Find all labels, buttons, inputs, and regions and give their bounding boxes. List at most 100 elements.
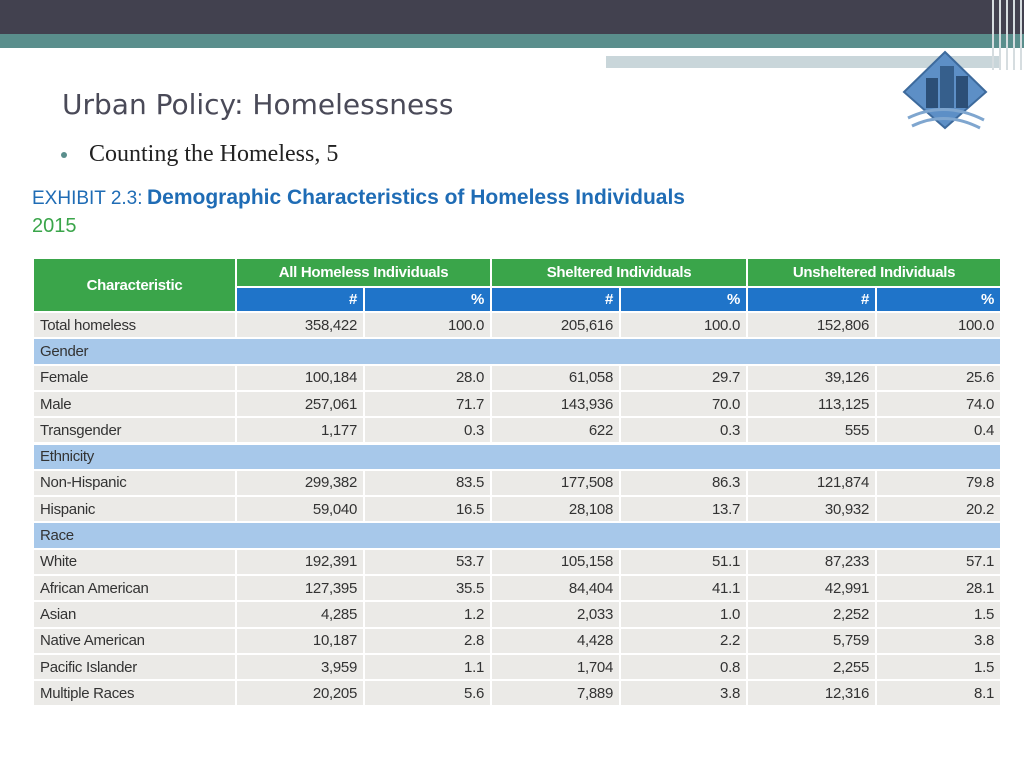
table-cell: 2.2 [621,628,746,653]
table-cell: 257,061 [237,391,363,417]
table-cell: 2,033 [492,602,619,627]
table-cell: 1.5 [877,654,1000,680]
subheader: # [492,288,619,311]
subheader: % [365,288,490,311]
bullet-dot [61,152,67,158]
table-cell: 20.2 [877,497,1000,522]
table-cell: 2.8 [365,628,490,653]
table-cell: 3.8 [621,681,746,706]
table-cell: 84,404 [492,576,619,601]
accent-line [606,56,1000,68]
row-label: Pacific Islander [34,654,235,680]
corner-lines [992,0,1022,70]
subheader: % [877,288,1000,311]
table-cell: 205,616 [492,313,619,338]
table-cell: 10,187 [237,628,363,653]
table-cell: 59,040 [237,497,363,522]
table-cell: 0.4 [877,418,1000,443]
row-label: Multiple Races [34,681,235,706]
table-cell: 8.1 [877,681,1000,706]
table-cell: 3,959 [237,654,363,680]
table-cell: 113,125 [748,391,875,417]
table-cell: 1.5 [877,602,1000,627]
table-cell: 127,395 [237,576,363,601]
table-cell: 86.3 [621,470,746,496]
row-label: Transgender [34,418,235,443]
table-cell: 100,184 [237,365,363,390]
bullet-text: Counting the Homeless, 5 [89,141,339,167]
row-label: Asian [34,602,235,627]
table-cell: 71.7 [365,391,490,417]
group-header: Unsheltered Individuals [748,259,1000,286]
table-cell: 25.6 [877,365,1000,390]
exhibit-title: Demographic Characteristics of Homeless … [146,186,685,209]
subheader: # [748,288,875,311]
table-cell: 13.7 [621,497,746,522]
table-cell: 53.7 [365,549,490,574]
exhibit-year: 2015 [32,215,77,237]
header-cell: Characteristic [34,259,235,311]
table-cell: 1.0 [621,602,746,627]
table-cell: 42,991 [748,576,875,601]
row-label: Native American [34,628,235,653]
exhibit-heading: EXHIBIT 2.3: Demographic Characteristics… [32,186,685,210]
table-cell: 1,177 [237,418,363,443]
table-cell: 28,108 [492,497,619,522]
group-header: Sheltered Individuals [492,259,746,286]
table-cell: 143,936 [492,391,619,417]
section-row: Gender [34,339,1000,364]
table-cell: 70.0 [621,391,746,417]
table-cell: 74.0 [877,391,1000,417]
table-cell: 3.8 [877,628,1000,653]
table-cell: 100.0 [877,313,1000,338]
table-cell: 358,422 [237,313,363,338]
row-label: African American [34,576,235,601]
table-cell: 4,285 [237,602,363,627]
accent-strip [0,34,1024,48]
table-cell: 299,382 [237,470,363,496]
table-cell: 2,255 [748,654,875,680]
table-cell: 28.0 [365,365,490,390]
table-cell: 5,759 [748,628,875,653]
subheader: # [237,288,363,311]
table-cell: 1.2 [365,602,490,627]
table-cell: 28.1 [877,576,1000,601]
table-cell: 622 [492,418,619,443]
subheader: % [621,288,746,311]
table-cell: 4,428 [492,628,619,653]
table-cell: 51.1 [621,549,746,574]
table-cell: 5.6 [365,681,490,706]
row-label: Male [34,391,235,417]
table-cell: 16.5 [365,497,490,522]
row-label: Non-Hispanic [34,470,235,496]
table-cell: 192,391 [237,549,363,574]
table-cell: 555 [748,418,875,443]
table-cell: 1.1 [365,654,490,680]
table-cell: 177,508 [492,470,619,496]
table-cell: 152,806 [748,313,875,338]
section-row: Ethnicity [34,444,1000,469]
table-cell: 35.5 [365,576,490,601]
table-cell: 83.5 [365,470,490,496]
row-label: Female [34,365,235,390]
table-cell: 121,874 [748,470,875,496]
table-cell: 2,252 [748,602,875,627]
table-cell: 41.1 [621,576,746,601]
table-cell: 61,058 [492,365,619,390]
table-cell: 87,233 [748,549,875,574]
table-cell: 57.1 [877,549,1000,574]
top-bar [0,0,1024,34]
section-row: Race [34,523,1000,548]
group-header: All Homeless Individuals [237,259,490,286]
exhibit-label: EXHIBIT 2.3: [32,188,143,209]
table-cell: 20,205 [237,681,363,706]
row-label: White [34,549,235,574]
table-cell: 30,932 [748,497,875,522]
table-cell: 79.8 [877,470,1000,496]
logo [902,50,988,130]
table-cell: 100.0 [365,313,490,338]
table-cell: 100.0 [621,313,746,338]
row-label: Total homeless [34,313,235,338]
